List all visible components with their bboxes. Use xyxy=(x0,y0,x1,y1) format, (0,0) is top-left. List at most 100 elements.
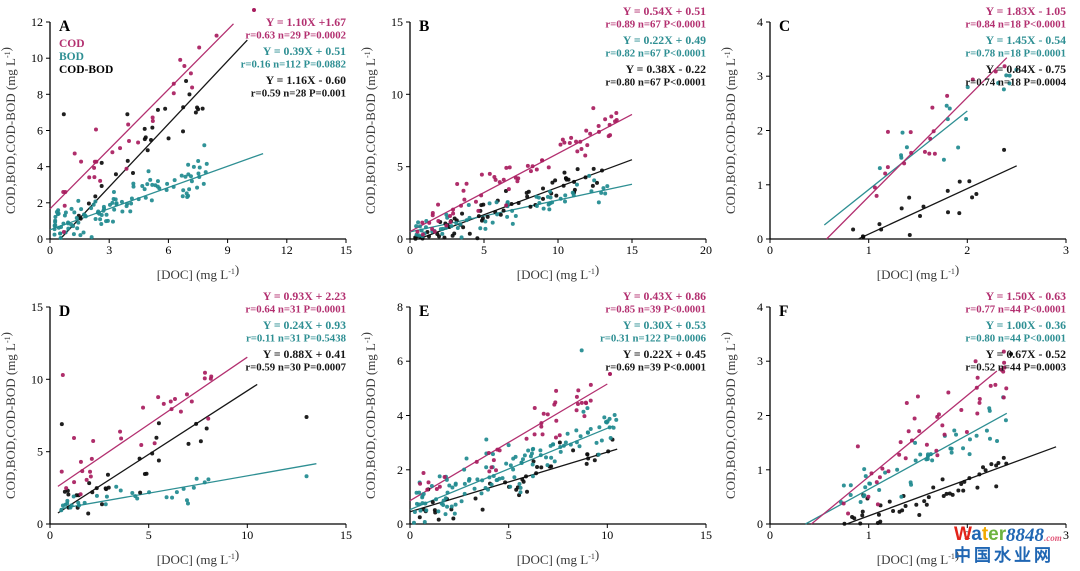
svg-text:1: 1 xyxy=(757,178,763,192)
svg-text:5: 5 xyxy=(397,160,403,174)
svg-text:1: 1 xyxy=(866,528,872,542)
svg-text:E: E xyxy=(419,303,429,320)
svg-text:2: 2 xyxy=(964,243,970,257)
svg-text:Y = 0.54X + 0.51: Y = 0.54X + 0.51 xyxy=(623,4,706,18)
svg-text:5: 5 xyxy=(37,445,43,459)
svg-text:r=0.78 n=18 P=0.0001: r=0.78 n=18 P=0.0001 xyxy=(965,48,1066,60)
svg-text:10: 10 xyxy=(241,528,253,542)
svg-text:3: 3 xyxy=(757,354,763,368)
svg-text:15: 15 xyxy=(626,243,638,257)
svg-text:8: 8 xyxy=(397,300,403,314)
svg-text:Y = 0.93X + 2.23: Y = 0.93X + 2.23 xyxy=(263,289,346,303)
svg-text:Water: Water xyxy=(954,524,1007,545)
svg-text:2: 2 xyxy=(37,196,43,210)
svg-text:0: 0 xyxy=(47,243,53,257)
svg-text:2: 2 xyxy=(757,124,763,138)
svg-text:15: 15 xyxy=(700,528,712,542)
svg-text:r=0.59 n=30 P=0.0007: r=0.59 n=30 P=0.0007 xyxy=(245,362,346,374)
svg-text:0: 0 xyxy=(37,232,43,246)
svg-text:0: 0 xyxy=(757,517,763,531)
svg-text:12: 12 xyxy=(31,15,43,29)
svg-text:0: 0 xyxy=(767,528,773,542)
svg-text:COD,BOD,COD-BOD (mg L-1): COD,BOD,COD-BOD (mg L-1) xyxy=(360,332,378,499)
svg-text:12: 12 xyxy=(281,243,293,257)
svg-text:3: 3 xyxy=(106,243,112,257)
svg-text:D: D xyxy=(59,303,70,320)
svg-text:r=0.80 n=44 P<0.0001: r=0.80 n=44 P<0.0001 xyxy=(965,333,1066,345)
svg-text:4: 4 xyxy=(37,160,43,174)
svg-text:10: 10 xyxy=(601,528,613,542)
svg-text:0: 0 xyxy=(397,517,403,531)
svg-text:5: 5 xyxy=(481,243,487,257)
svg-text:3: 3 xyxy=(1063,243,1069,257)
svg-text:Y = 0.38X - 0.22: Y = 0.38X - 0.22 xyxy=(626,62,706,76)
svg-text:5: 5 xyxy=(146,528,152,542)
svg-text:1: 1 xyxy=(866,243,872,257)
svg-text:15: 15 xyxy=(391,15,403,29)
svg-text:Y = 0.88X + 0.41: Y = 0.88X + 0.41 xyxy=(263,347,346,361)
svg-text:0: 0 xyxy=(767,243,773,257)
svg-text:10: 10 xyxy=(31,51,43,65)
svg-text:Y = 0.22X + 0.45: Y = 0.22X + 0.45 xyxy=(623,347,706,361)
svg-text:Y = 1.10X +1.67: Y = 1.10X +1.67 xyxy=(266,15,346,29)
svg-text:3: 3 xyxy=(757,69,763,83)
svg-text:r=0.31 n=122 P=0.0006: r=0.31 n=122 P=0.0006 xyxy=(600,333,707,345)
svg-text:2: 2 xyxy=(397,463,403,477)
svg-text:15: 15 xyxy=(340,243,352,257)
svg-text:r=0.77 n=44 P<0.0001: r=0.77 n=44 P<0.0001 xyxy=(965,304,1066,316)
svg-text:COD-BOD: COD-BOD xyxy=(59,64,113,76)
svg-text:Y = 1.45X - 0.54: Y = 1.45X - 0.54 xyxy=(986,33,1066,47)
svg-text:r=0.85 n=39 P<0.0001: r=0.85 n=39 P<0.0001 xyxy=(605,304,706,316)
svg-text:r=0.59 n=28 P=0.001: r=0.59 n=28 P=0.001 xyxy=(251,88,346,100)
svg-text:C: C xyxy=(779,18,790,35)
svg-text:10: 10 xyxy=(552,243,564,257)
svg-text:r=0.16 n=112 P=0.0882: r=0.16 n=112 P=0.0882 xyxy=(241,59,346,71)
svg-text:F: F xyxy=(779,303,788,320)
svg-text:Y = 0.67X - 0.52: Y = 0.67X - 0.52 xyxy=(986,347,1066,361)
svg-text:20: 20 xyxy=(700,243,712,257)
svg-text:5: 5 xyxy=(506,528,512,542)
svg-text:COD: COD xyxy=(59,38,85,50)
svg-text:r=0.52 n=44 P=0.0003: r=0.52 n=44 P=0.0003 xyxy=(965,362,1066,374)
svg-text:r=0.69 n=39 P<0.0001: r=0.69 n=39 P<0.0001 xyxy=(605,362,706,374)
svg-text:COD,BOD,COD-BOD (mg L-1): COD,BOD,COD-BOD (mg L-1) xyxy=(0,332,18,499)
svg-text:0: 0 xyxy=(757,232,763,246)
svg-text:4: 4 xyxy=(757,300,763,314)
svg-text:Y = 0.43X + 0.86: Y = 0.43X + 0.86 xyxy=(623,289,706,303)
svg-text:Y = 0.84X - 0.75: Y = 0.84X - 0.75 xyxy=(986,62,1066,76)
svg-text:Y = 1.50X - 0.63: Y = 1.50X - 0.63 xyxy=(986,289,1066,303)
svg-text:r=0.84 n=18 P<0.0001: r=0.84 n=18 P<0.0001 xyxy=(965,19,1066,31)
svg-text:0: 0 xyxy=(47,528,53,542)
svg-text:Y = 1.16X - 0.60: Y = 1.16X - 0.60 xyxy=(266,73,346,87)
svg-text:r=0.11 n=31 P=0.5438: r=0.11 n=31 P=0.5438 xyxy=(246,333,347,345)
svg-text:15: 15 xyxy=(31,300,43,314)
svg-text:6: 6 xyxy=(165,243,171,257)
svg-text:Y = 0.39X + 0.51: Y = 0.39X + 0.51 xyxy=(263,44,346,58)
svg-text:B: B xyxy=(419,18,429,35)
svg-text:4: 4 xyxy=(397,409,403,423)
svg-text:1: 1 xyxy=(757,463,763,477)
svg-text:0: 0 xyxy=(397,232,403,246)
svg-text:COD,BOD,COD-BOD (mg L-1): COD,BOD,COD-BOD (mg L-1) xyxy=(360,47,378,214)
svg-text:6: 6 xyxy=(397,354,403,368)
svg-text:COD,BOD,COD-BOD (mg L-1): COD,BOD,COD-BOD (mg L-1) xyxy=(720,332,738,499)
svg-text:r=0.80 n=67 P<0.0001: r=0.80 n=67 P<0.0001 xyxy=(605,77,706,89)
svg-text:9: 9 xyxy=(225,243,231,257)
svg-text:Y = 1.00X - 0.36: Y = 1.00X - 0.36 xyxy=(986,318,1066,332)
svg-text:Y = 0.22X + 0.49: Y = 0.22X + 0.49 xyxy=(623,33,706,47)
svg-text:A: A xyxy=(59,18,71,35)
svg-text:8: 8 xyxy=(37,87,43,101)
svg-text:r=0.74 n=18 P=0.0004: r=0.74 n=18 P=0.0004 xyxy=(965,77,1066,89)
svg-text:8848.com: 8848.com xyxy=(1006,525,1062,546)
svg-text:r=0.64 n=31 P=0.0001: r=0.64 n=31 P=0.0001 xyxy=(245,304,346,316)
svg-text:COD,BOD,COD-BOD (mg L-1): COD,BOD,COD-BOD (mg L-1) xyxy=(0,47,18,214)
svg-text:BOD: BOD xyxy=(59,51,84,63)
svg-text:Y = 1.83X - 1.05: Y = 1.83X - 1.05 xyxy=(986,4,1066,18)
svg-text:Y = 0.24X + 0.93: Y = 0.24X + 0.93 xyxy=(263,318,346,332)
svg-text:COD,BOD,COD-BOD (mg L-1): COD,BOD,COD-BOD (mg L-1) xyxy=(720,47,738,214)
svg-text:0: 0 xyxy=(407,243,413,257)
svg-text:0: 0 xyxy=(407,528,413,542)
svg-text:10: 10 xyxy=(391,87,403,101)
svg-text:4: 4 xyxy=(757,15,763,29)
svg-text:Y = 0.30X + 0.53: Y = 0.30X + 0.53 xyxy=(623,318,706,332)
